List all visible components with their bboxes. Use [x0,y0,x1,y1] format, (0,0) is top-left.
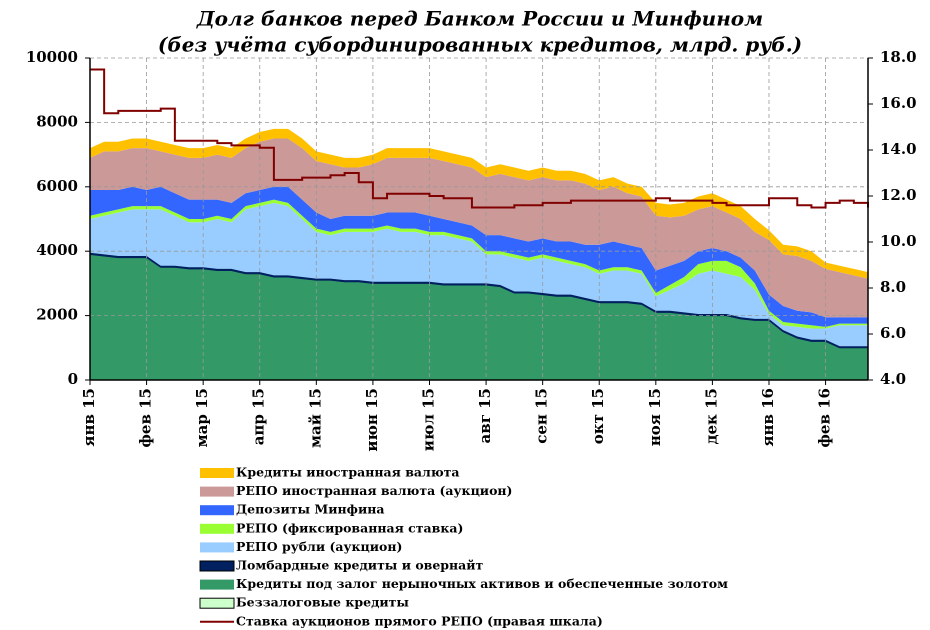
area [90,202,868,347]
x-tick-label: сен 15 [533,388,551,444]
y-tick-label: 4000 [36,241,78,259]
x-tick-label: окт 15 [589,388,607,444]
legend-swatch [199,560,235,572]
y-tick-label: 2000 [36,306,78,324]
legend-label: РЕПО рубли (аукцион) [236,539,402,554]
chart-subtitle: (без учёта субординированных кредитов, м… [158,33,802,57]
legend-label: Беззалоговые кредиты [236,595,409,610]
legend-label: Кредиты иностранная валюта [236,465,460,480]
legend-label: РЕПО иностранная валюта (аукцион) [236,483,512,498]
y2-tick-label: 16.0 [880,94,917,112]
y2-tick-label: 6.0 [880,324,906,342]
legend-swatch [200,486,234,497]
x-tick-label: май 15 [306,388,324,448]
y2-tick-label: 4.0 [880,370,906,388]
x-tick-label: июл 15 [419,388,437,451]
legend-label: Ломбардные кредиты и овернайт [236,558,484,573]
area [90,254,868,380]
legend-label: Ставка аукционов прямого РЕПО (правая шк… [236,613,603,628]
rate-line [90,68,869,209]
legend-label: Депозиты Минфина [236,502,384,517]
x-tick-label: фев 16 [816,388,834,448]
legend-swatch [199,597,235,609]
legend-swatch [200,579,234,590]
x-tick-label: апр 15 [250,388,268,445]
x-tick-label: фев 15 [137,388,155,448]
y2-tick-label: 12.0 [880,186,917,204]
chart-title: Долг банков перед Банком России и Минфин… [196,7,763,31]
x-tick-label: июн 15 [363,388,381,452]
x-tick-label: янв 16 [759,388,777,447]
x-tick-label: ноя 15 [646,388,664,446]
y-tick-label: 10000 [26,48,78,66]
x-tick-label: авг 15 [476,388,494,443]
y2-tick-label: 8.0 [880,278,906,296]
y-tick-label: 0 [68,370,78,388]
y-tick-label: 6000 [36,177,78,195]
y-tick-label: 8000 [36,112,78,130]
y2-tick-label: 10.0 [880,232,917,250]
legend-swatch [200,523,234,534]
x-tick-label: янв 15 [80,388,98,447]
x-tick-label: мар 15 [193,388,211,447]
legend-swatch [200,542,234,553]
legend-swatch [200,505,234,516]
x-tick-label: дек 15 [702,388,720,444]
legend-label: РЕПО (фиксированная ставка) [236,520,463,535]
legend-label: Кредиты под залог нерыночных активов и о… [236,576,728,591]
y2-tick-label: 18.0 [880,48,917,66]
legend-swatch [200,468,234,478]
area [90,138,868,318]
y2-tick-label: 14.0 [880,140,917,158]
